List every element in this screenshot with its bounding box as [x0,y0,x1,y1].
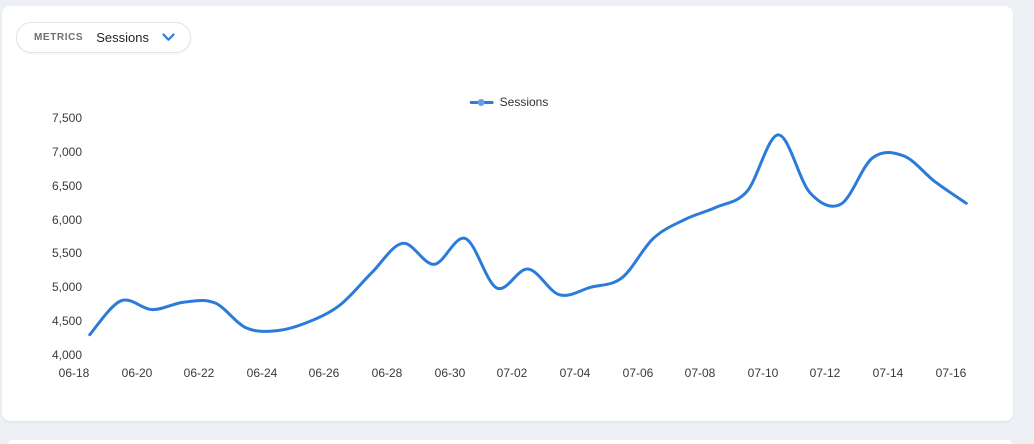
y-axis-label: 6,500 [51,179,82,193]
legend-line-icon [469,98,494,107]
y-axis-label: 5,000 [51,280,82,294]
x-axis-label: 07-02 [496,366,528,380]
metrics-label: METRICS [34,32,84,43]
x-axis-label: 06-28 [371,366,403,380]
next-card-top-edge [8,440,1012,444]
x-axis-label: 07-04 [559,366,591,380]
y-axis-label: 5,500 [51,246,82,260]
x-axis-label: 06-26 [308,366,340,380]
y-axis-label: 7,500 [51,111,82,125]
x-axis-label: 06-18 [58,366,90,380]
x-axis-label: 06-22 [183,366,215,380]
x-axis-label: 07-12 [809,366,841,380]
x-axis-label: 06-24 [246,366,278,380]
chart-legend: Sessions [469,95,549,109]
x-axis-label: 07-10 [747,366,779,380]
x-axis-label: 07-14 [872,366,904,380]
x-axis-label: 06-30 [434,366,466,380]
y-axis-label: 6,000 [51,213,82,227]
metrics-value: Sessions [96,30,149,45]
metrics-dropdown[interactable]: METRICS Sessions [16,22,191,53]
sessions-line-path [88,133,968,337]
legend-item-sessions[interactable]: Sessions [469,95,549,109]
chevron-down-icon [162,33,175,41]
legend-label: Sessions [499,95,549,109]
y-axis-label: 7,000 [51,145,82,159]
y-axis-label: 4,500 [51,314,82,328]
x-axis-label: 07-08 [684,366,716,380]
x-axis-label: 07-16 [935,366,967,380]
y-axis-label: 4,000 [51,348,82,362]
x-axis-label: 07-06 [622,366,654,380]
x-axis-label: 06-20 [121,366,153,380]
chart-card [2,6,1013,421]
